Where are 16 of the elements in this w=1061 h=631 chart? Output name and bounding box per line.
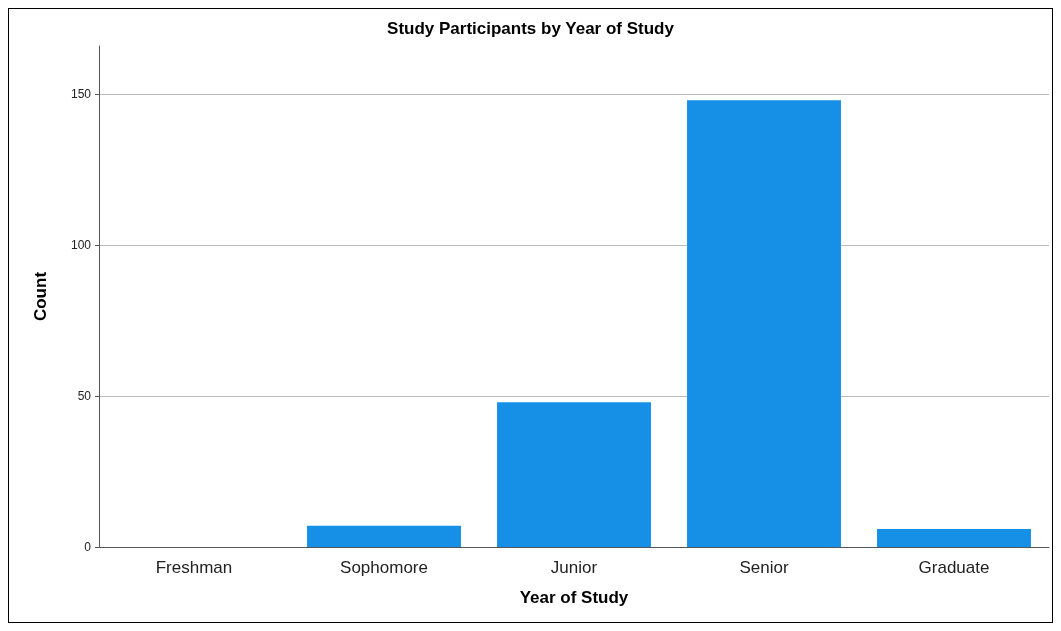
x-tick-label: Senior bbox=[739, 558, 789, 577]
x-tick-label: Junior bbox=[550, 558, 598, 577]
x-tick-label: Freshman bbox=[155, 558, 233, 577]
y-tick-label: 150 bbox=[70, 87, 92, 102]
y-tick-label: 50 bbox=[77, 389, 92, 404]
bar bbox=[687, 100, 841, 547]
chart-title: Study Participants by Year of Study bbox=[387, 19, 675, 38]
x-tick-label: Graduate bbox=[918, 558, 990, 577]
bar bbox=[877, 528, 1031, 547]
bar bbox=[497, 402, 651, 547]
y-tick-label: 0 bbox=[84, 540, 92, 554]
y-tick-label: 100 bbox=[70, 238, 92, 253]
y-axis-title: Count bbox=[31, 271, 50, 322]
x-tick-label: Sophomore bbox=[340, 558, 428, 577]
bar bbox=[307, 525, 461, 547]
x-axis-title: Year of Study bbox=[519, 588, 629, 607]
